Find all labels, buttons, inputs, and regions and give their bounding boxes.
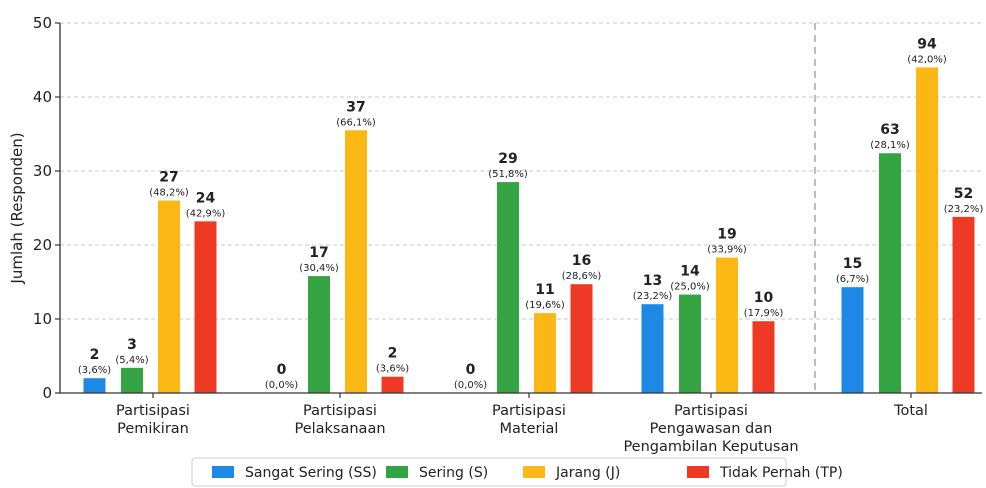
legend-label: Sering (S)	[419, 465, 488, 481]
bar-percent-label: (19,6%)	[525, 300, 565, 311]
bar-value-label: 13	[643, 273, 662, 289]
x-tick-label: Partisipasi Pemikiran	[116, 403, 190, 437]
bar	[952, 216, 975, 393]
bar-value-label: 24	[196, 190, 216, 206]
bar-value-label: 19	[717, 227, 736, 243]
legend-label: Tidak Pernah (TP)	[719, 465, 843, 481]
bar-value-label: 11	[535, 282, 554, 298]
bar	[381, 376, 404, 393]
x-tick-label: Partisipasi Pengawasan dan Pengambilan Kep…	[623, 403, 798, 455]
y-tick-label: 10	[33, 310, 52, 328]
bar-percent-label: (23,2%)	[633, 291, 673, 302]
bar-percent-label: (25,0%)	[670, 282, 710, 293]
bar	[83, 378, 106, 393]
bar	[497, 182, 519, 393]
bar-value-label: 94	[917, 36, 937, 52]
bar-percent-label: (66,1%)	[336, 117, 376, 128]
bar-value-label: 2	[388, 346, 398, 362]
bar	[679, 294, 701, 393]
bar-value-label: 0	[277, 362, 287, 378]
bar-value-label: 15	[843, 256, 862, 272]
bar-percent-label: (0,0%)	[454, 380, 487, 391]
bar	[916, 67, 938, 394]
legend-swatch	[523, 466, 545, 478]
bar	[841, 287, 864, 393]
bar-percent-label: (3,6%)	[376, 364, 409, 375]
y-tick-label: 40	[33, 88, 52, 106]
bar-percent-label: (17,9%)	[744, 308, 784, 319]
y-tick-label: 50	[33, 14, 52, 32]
legend-swatch	[212, 466, 234, 478]
bar	[641, 304, 664, 393]
bar-percent-label: (42,0%)	[907, 54, 947, 65]
bar	[194, 221, 217, 393]
bar	[121, 367, 143, 393]
bar-value-label: 14	[680, 264, 700, 280]
bar	[308, 276, 330, 393]
bar-value-label: 37	[346, 99, 365, 115]
bar-percent-label: (33,9%)	[707, 245, 747, 256]
bar-percent-label: (42,9%)	[186, 208, 226, 219]
bar	[752, 321, 775, 393]
data-labels: 2 (3,6%) 0 (0,0%) 0 (0,0%) 13 (23,2%) 15 (6,7%) 3 (…	[78, 36, 983, 391]
bar	[879, 153, 901, 393]
bar-value-label: 16	[572, 253, 591, 269]
bar-percent-label: (5,4%)	[115, 355, 148, 366]
x-tick-label: Partisipasi Pelaksanaan	[294, 403, 385, 437]
bar-percent-label: (30,4%)	[299, 263, 339, 274]
bar-percent-label: (28,6%)	[562, 271, 602, 282]
bar-value-label: 10	[754, 290, 774, 306]
bar-value-label: 52	[954, 186, 973, 202]
bar-value-label: 27	[159, 170, 178, 186]
legend: Sangat Sering (SS) Sering (S) Jarang (J) Ti…	[191, 457, 843, 487]
bar-value-label: 17	[309, 245, 328, 261]
bar-percent-label: (51,8%)	[488, 169, 528, 180]
bar	[158, 200, 180, 393]
bar-percent-label: (23,2%)	[944, 204, 984, 215]
legend-label: Jarang (J)	[555, 465, 620, 481]
bar-value-label: 2	[90, 347, 100, 363]
y-axis-label: Jumlah (Responden)	[8, 132, 26, 284]
y-tick-label: 30	[33, 162, 52, 180]
bar-value-label: 29	[498, 151, 517, 167]
bar-percent-label: (48,2%)	[149, 188, 189, 199]
bar	[716, 257, 738, 393]
bar-percent-label: (3,6%)	[78, 365, 111, 376]
bar-percent-label: (28,1%)	[870, 140, 910, 151]
bar	[534, 313, 556, 393]
x-tick-label: Total	[893, 403, 928, 419]
bar-value-label: 63	[880, 122, 899, 138]
bar-percent-label: (6,7%)	[836, 274, 869, 285]
bar	[345, 130, 367, 394]
bar-value-label: 0	[466, 362, 476, 378]
bar-value-label: 3	[127, 337, 137, 353]
legend-swatch	[687, 466, 709, 478]
x-tick-label: Partisipasi Material	[492, 403, 566, 437]
y-tick-label: 20	[33, 236, 52, 254]
bar	[570, 284, 593, 393]
legend-swatch	[386, 466, 408, 478]
legend-label: Sangat Sering (SS)	[245, 465, 377, 481]
bars	[83, 67, 975, 394]
y-tick-label: 0	[42, 384, 52, 402]
legend-frame	[191, 457, 787, 487]
bar-percent-label: (0,0%)	[265, 380, 298, 391]
